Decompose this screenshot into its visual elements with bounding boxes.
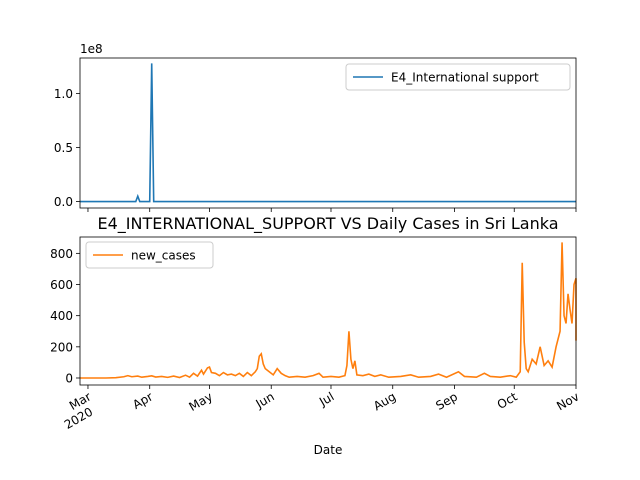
bottom-legend-label: new_cases [131, 249, 196, 263]
bottom-y-ticks: 0 200 400 600 800 [50, 247, 80, 385]
bottom-legend: new_cases [85, 241, 214, 269]
bottom-chart-title: E4_INTERNATIONAL_SUPPORT VS Daily Cases … [97, 214, 558, 234]
y-tick-label: 800 [50, 247, 73, 261]
y-tick-label: 1.0 [54, 87, 73, 101]
y-tick-label: 0.5 [54, 141, 73, 155]
top-y-scale-note: 1e8 [80, 42, 103, 56]
top-legend-label: E4_International support [391, 71, 539, 85]
bottom-axes-frame [79, 236, 577, 386]
x-tick-label: Jul [316, 389, 336, 409]
top-series-line [80, 63, 576, 203]
y-tick-label: 0.0 [54, 195, 73, 209]
bottom-series-line [80, 242, 577, 379]
top-x-ticks [87, 208, 577, 212]
y-tick-label: 200 [50, 340, 73, 354]
top-legend-box [345, 63, 571, 91]
top-axes: 1e8 0.0 0.5 1.0 E4_International support [54, 42, 577, 212]
y-tick-label: 0 [65, 371, 73, 385]
y-tick-label: 600 [50, 278, 73, 292]
bottom-axes: E4_INTERNATIONAL_SUPPORT VS Daily Cases … [50, 214, 581, 457]
y-tick-label: 400 [50, 309, 73, 323]
top-axes-frame [79, 57, 577, 209]
top-legend: E4_International support [345, 63, 571, 91]
x-axis-label: Date [314, 443, 343, 457]
bottom-legend-box [85, 241, 214, 269]
top-y-ticks: 0.0 0.5 1.0 [54, 87, 80, 209]
